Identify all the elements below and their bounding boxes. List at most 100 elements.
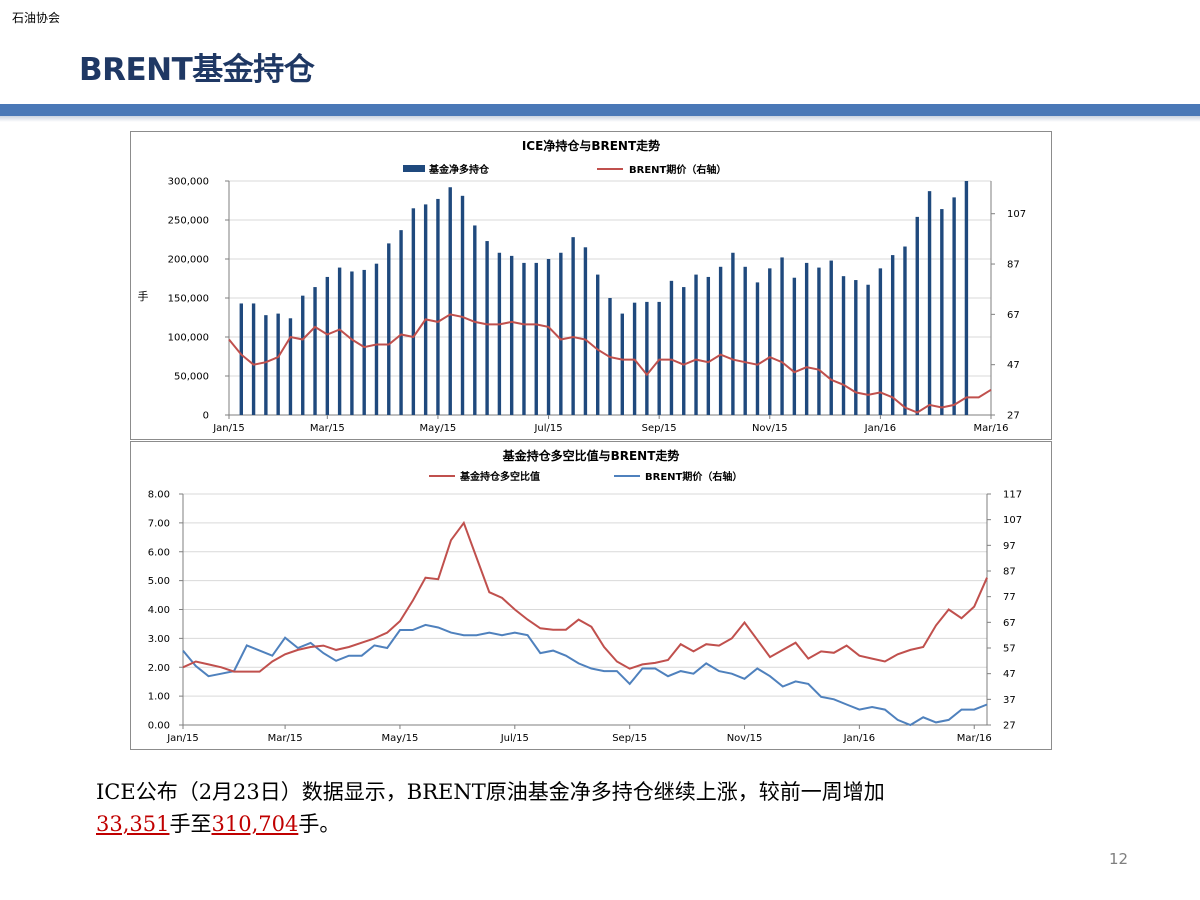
chart-legend: 基金净多持仓 BRENT期价（右轴） <box>403 163 726 176</box>
bar <box>571 237 575 415</box>
organization-label: 石油协会 <box>12 11 61 25</box>
bar <box>436 198 440 415</box>
y-tick-label: 150,000 <box>168 294 209 305</box>
y2-tick-label: 87 <box>1007 260 1020 271</box>
bar <box>768 268 772 415</box>
y-tick-label: 2.00 <box>148 663 170 674</box>
x-tick-label: Jul/15 <box>533 423 562 434</box>
bar <box>288 318 293 415</box>
bar <box>522 262 526 415</box>
y-tick-label: 0.00 <box>148 721 170 732</box>
net-position-chart: ICE净持仓与BRENT走势 基金净多持仓 BRENT期价（右轴） 手 0 50,… <box>138 138 1027 434</box>
y2-tick-label: 67 <box>1003 618 1016 629</box>
legend-label-net-long: 基金净多持仓 <box>428 163 490 176</box>
bar <box>596 274 600 415</box>
y-tick-label: 1.00 <box>148 692 170 703</box>
bar <box>276 313 280 415</box>
x-tick-label: Sep/15 <box>642 423 677 434</box>
bar <box>559 252 563 415</box>
bar <box>964 181 969 415</box>
bar <box>694 274 698 415</box>
bar <box>829 260 833 415</box>
x-tick-label: Nov/15 <box>727 733 763 744</box>
commentary-mid: 手至 <box>169 812 212 836</box>
bar <box>350 271 354 415</box>
y2-tick-label: 67 <box>1007 310 1020 321</box>
bar <box>645 301 649 415</box>
long-short-ratio-chart: 基金持仓多空比值与BRENT走势 基金持仓多空比值 BRENT期价（右轴） 0.… <box>148 448 1022 744</box>
y-tick-label: 4.00 <box>148 605 170 616</box>
brent-price-line <box>228 313 992 414</box>
title-band <box>0 104 1200 116</box>
y-tick-label: 3.00 <box>148 634 170 645</box>
bar <box>903 246 907 415</box>
bar <box>239 303 243 415</box>
y2-tick-label: 47 <box>1003 669 1016 680</box>
bar <box>841 276 846 415</box>
bar <box>890 255 895 415</box>
bar <box>804 262 809 415</box>
bar <box>301 295 305 415</box>
legend-label-brent: BRENT期价（右轴） <box>645 470 742 483</box>
y2-tick-label: 117 <box>1003 490 1022 501</box>
bar <box>313 287 317 415</box>
y-axis-label: 手 <box>138 289 149 303</box>
bar <box>792 277 797 415</box>
bar <box>583 247 588 415</box>
bar <box>473 225 477 415</box>
commentary-end: 手。 <box>298 812 341 836</box>
y-tick-label: 0 <box>203 411 209 422</box>
x-tick-label: Mar/16 <box>957 733 992 744</box>
x-tick-label: Sep/15 <box>612 733 647 744</box>
bar <box>264 315 268 415</box>
title-band-shadow <box>0 116 1200 122</box>
page-number: 12 <box>1109 850 1129 868</box>
legend-label-brent: BRENT期价（右轴） <box>629 163 726 176</box>
x-tick-label: Jan/15 <box>166 733 199 744</box>
page-title: BRENT基金持仓 <box>79 52 315 88</box>
long-short-ratio-chart-frame: 基金持仓多空比值与BRENT走势 基金持仓多空比值 BRENT期价（右轴） 0.… <box>130 441 1052 750</box>
bar <box>866 284 870 415</box>
long-short-ratio-line <box>182 520 988 673</box>
bar <box>620 313 624 415</box>
bar <box>743 266 747 415</box>
y-tick-label: 50,000 <box>174 372 209 383</box>
bar <box>485 241 489 415</box>
bar <box>940 209 944 415</box>
y-tick-label: 300,000 <box>168 177 209 188</box>
bar <box>731 252 735 415</box>
bar <box>325 276 330 415</box>
x-tick-label: Mar/15 <box>310 423 345 434</box>
bar <box>878 268 883 415</box>
brent-price-line <box>182 623 988 727</box>
y2-tick-label: 77 <box>1003 592 1016 603</box>
y-tick-label: 7.00 <box>148 518 170 529</box>
y2-tick-label: 107 <box>1007 209 1026 220</box>
y2-tick-label: 37 <box>1003 695 1016 706</box>
bar <box>755 282 760 415</box>
y-tick-label: 6.00 <box>148 547 170 558</box>
y2-tick-label: 27 <box>1003 721 1016 732</box>
commentary-line: ICE公布（2月23日）数据显示，BRENT原油基金净多持仓继续上涨，较前一周增… <box>96 780 885 804</box>
x-tick-label: Jan/16 <box>843 733 876 744</box>
legend-swatch-bar <box>403 165 425 172</box>
bar <box>423 204 428 415</box>
y-tick-label: 8.00 <box>148 490 170 501</box>
bar <box>374 263 379 415</box>
chart-legend: 基金持仓多空比值 BRENT期价（右轴） <box>429 470 742 483</box>
y-tick-label: 200,000 <box>168 255 209 266</box>
legend-label-ratio: 基金持仓多空比值 <box>459 470 540 483</box>
bar <box>952 197 956 415</box>
bar <box>817 267 821 415</box>
bar <box>399 230 403 415</box>
y2-tick-label: 107 <box>1003 515 1022 526</box>
chart-title: ICE净持仓与BRENT走势 <box>522 138 660 153</box>
bar <box>362 269 366 415</box>
bar <box>706 276 711 415</box>
bar <box>682 287 686 415</box>
bar <box>927 191 932 415</box>
bar <box>387 243 391 415</box>
bar <box>669 280 674 415</box>
x-tick-label: Nov/15 <box>752 423 788 434</box>
bar <box>411 208 416 415</box>
